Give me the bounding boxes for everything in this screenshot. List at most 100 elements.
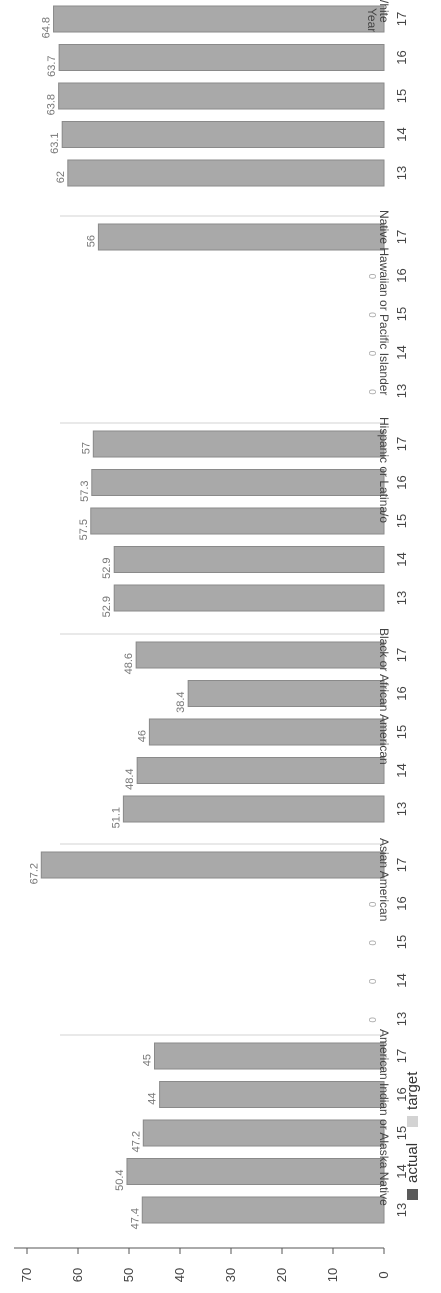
bar-value-label: 44 bbox=[147, 1093, 159, 1105]
bar-2-0 bbox=[122, 795, 385, 823]
legend-label-actual: actual bbox=[403, 1142, 421, 1183]
bar-value-label: 63.1 bbox=[49, 133, 61, 154]
legend-swatch-actual bbox=[406, 1189, 418, 1200]
value-axis: 0 10 20 30 40 50 60 70 bbox=[14, 1247, 391, 1282]
bar-value-label: 0 bbox=[368, 389, 379, 395]
legend-label-target: target bbox=[403, 1071, 421, 1110]
group-label: Asian American bbox=[377, 838, 391, 921]
category-tick-label: 14 bbox=[394, 973, 409, 987]
category-tick-label: 17 bbox=[394, 437, 409, 451]
bar-value-label: 0 bbox=[368, 273, 379, 279]
category-tick-label: 15 bbox=[394, 307, 409, 321]
bar-4-4 bbox=[97, 223, 385, 251]
bar-value-label: 46 bbox=[136, 730, 148, 742]
bar-value-label: 67.2 bbox=[28, 863, 40, 884]
bar-value-label: 56 bbox=[85, 235, 97, 247]
bar-value-label: 48.4 bbox=[124, 769, 136, 790]
legend: actual target bbox=[402, 1000, 432, 1200]
bar-0-0 bbox=[141, 1196, 385, 1224]
bar-3-0 bbox=[113, 584, 385, 612]
value-axis-tick-label: 20 bbox=[274, 1268, 289, 1282]
category-tick-label: 15 bbox=[394, 1126, 409, 1140]
category-tick-label: 17 bbox=[394, 12, 409, 26]
bar-value-label: 63.7 bbox=[46, 56, 58, 77]
bar-value-label: 48.6 bbox=[123, 653, 135, 674]
category-tick-label: 13 bbox=[394, 384, 409, 398]
bar-value-label: 0 bbox=[368, 901, 379, 907]
bar-value-label: 52.9 bbox=[101, 558, 113, 579]
bar-value-label: 52.9 bbox=[101, 596, 113, 617]
bar-0-3 bbox=[159, 1081, 385, 1108]
value-axis-tick-label: 30 bbox=[223, 1268, 238, 1282]
bar-0-4 bbox=[154, 1042, 385, 1070]
category-tick-label: 14 bbox=[394, 127, 409, 141]
bars bbox=[40, 5, 385, 1224]
target-lines bbox=[60, 215, 384, 1036]
category-tick-label: 15 bbox=[394, 89, 409, 103]
bar-5-4 bbox=[53, 5, 385, 33]
bar-value-label: 0 bbox=[368, 350, 379, 356]
category-tick-label: 14 bbox=[394, 763, 409, 777]
category-tick-label: 16 bbox=[394, 50, 409, 64]
value-axis-tick-label: 40 bbox=[172, 1268, 187, 1282]
bar-0-2 bbox=[142, 1119, 385, 1147]
group-label: Native Hawaiian or Pacific Islander bbox=[377, 210, 391, 395]
bar-3-1 bbox=[113, 546, 385, 573]
category-tick-label: 15 bbox=[394, 935, 409, 949]
value-axis-tick-label: 50 bbox=[121, 1268, 136, 1282]
bar-2-4 bbox=[135, 641, 385, 669]
value-axis-tick-label: 60 bbox=[70, 1268, 85, 1282]
category-tick-label: 13 bbox=[394, 1012, 409, 1026]
category-tick-label: 16 bbox=[394, 1087, 409, 1101]
bar-0-1 bbox=[126, 1158, 385, 1185]
bar-2-3 bbox=[187, 680, 385, 707]
group-label: White bbox=[377, 0, 391, 23]
group-labels: American Indian or Alaska Native Asian Am… bbox=[365, 0, 391, 1206]
bar-value-label: 50.4 bbox=[114, 1170, 126, 1191]
category-tick-label: 17 bbox=[394, 858, 409, 872]
category-tick-label: 15 bbox=[394, 514, 409, 528]
value-axis-tick-label: 10 bbox=[325, 1268, 340, 1282]
group-label: Black or African American bbox=[377, 628, 391, 765]
bar-value-label: 64.8 bbox=[41, 17, 53, 38]
group-label: American Indian or Alaska Native bbox=[377, 1029, 391, 1206]
legend-swatch-target bbox=[406, 1115, 418, 1127]
bar-value-label: 57 bbox=[80, 442, 92, 454]
bar-value-label: 57.5 bbox=[78, 519, 90, 540]
bar-value-label: 0 bbox=[368, 940, 379, 946]
bar-value-label: 45 bbox=[142, 1054, 154, 1066]
category-tick-label: 13 bbox=[394, 591, 409, 605]
category-tick-label: 16 bbox=[394, 896, 409, 910]
category-tick-label: 17 bbox=[394, 1049, 409, 1063]
category-tick-label: 17 bbox=[394, 648, 409, 662]
bar-5-3 bbox=[58, 44, 385, 71]
category-tick-label: 13 bbox=[394, 802, 409, 816]
value-axis-tick-label: 70 bbox=[19, 1268, 34, 1282]
bar-value-label: 47.4 bbox=[129, 1208, 141, 1229]
category-ticks: 13 14 15 16 17 13 14 15 16 17 13 14 15 16 17 13 14 15 16 17… bbox=[394, 12, 409, 1217]
value-axis-tick-label: 0 bbox=[376, 1271, 391, 1278]
target-label: Year bbox=[365, 8, 379, 32]
bar-5-0 bbox=[67, 159, 385, 187]
bar-value-label: 63.8 bbox=[46, 94, 58, 115]
category-tick-label: 14 bbox=[394, 1164, 409, 1178]
category-tick-label: 17 bbox=[394, 230, 409, 244]
category-tick-label: 15 bbox=[394, 725, 409, 739]
category-tick-label: 14 bbox=[394, 345, 409, 359]
bar-3-3 bbox=[91, 469, 385, 496]
category-tick-label: 16 bbox=[394, 268, 409, 282]
category-tick-label: 13 bbox=[394, 166, 409, 180]
bar-2-2 bbox=[148, 718, 385, 746]
bar-value-label: 51.1 bbox=[110, 807, 122, 828]
bar-value-label: 0 bbox=[368, 1017, 379, 1023]
bar-value-label: 0 bbox=[368, 978, 379, 984]
category-tick-label: 16 bbox=[394, 686, 409, 700]
group-label: Hispanic or Latina/o bbox=[377, 417, 391, 523]
bar-1-4 bbox=[40, 851, 385, 879]
category-tick-label: 16 bbox=[394, 475, 409, 489]
bar-value-label: 0 bbox=[368, 312, 379, 318]
bar-value-label: 57.3 bbox=[79, 481, 91, 502]
bar-2-1 bbox=[136, 757, 385, 784]
bar-5-1 bbox=[61, 121, 385, 148]
